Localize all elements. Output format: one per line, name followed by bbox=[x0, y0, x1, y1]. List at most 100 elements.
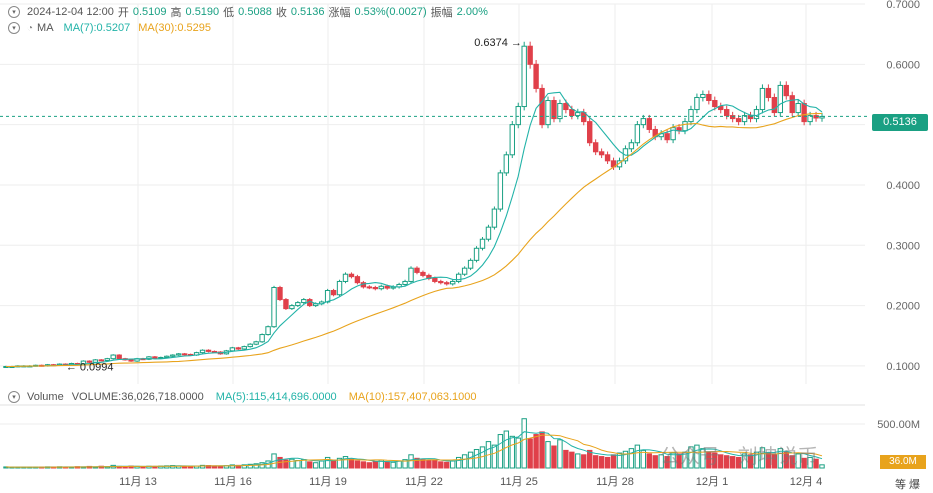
candle-body bbox=[563, 103, 569, 111]
volume-bar bbox=[229, 464, 236, 469]
open-value: 0.5109 bbox=[132, 6, 167, 18]
change-label: 涨幅 bbox=[328, 7, 351, 19]
volume-bar bbox=[283, 459, 289, 469]
candle-body bbox=[777, 84, 784, 114]
candle-body bbox=[467, 259, 474, 269]
volume-bar bbox=[372, 460, 378, 469]
volume-bar bbox=[199, 464, 206, 469]
x-tick-label: 11月 16 bbox=[214, 476, 252, 488]
volume-bar bbox=[676, 453, 682, 469]
y-tick-label: 0.1000 bbox=[886, 361, 920, 373]
low-annotation: ← 0.0994 bbox=[66, 361, 114, 373]
volume-bar bbox=[598, 456, 605, 469]
candle-body bbox=[539, 87, 545, 126]
candle-body bbox=[801, 103, 807, 123]
candle-body bbox=[592, 142, 599, 153]
volume-bar bbox=[640, 449, 647, 469]
candle-body bbox=[479, 238, 486, 249]
volume-bar bbox=[628, 448, 635, 469]
volume-bar bbox=[467, 451, 474, 469]
high-label: 高 bbox=[170, 7, 182, 19]
candle-body bbox=[718, 106, 724, 111]
candle-body bbox=[569, 109, 575, 117]
volume-bar bbox=[712, 452, 718, 469]
candle-body bbox=[628, 142, 635, 150]
y-tick-label: 0.7000 bbox=[886, 0, 920, 11]
volume-ma10-line bbox=[5, 434, 823, 468]
collapse-toggle-icon[interactable]: ▾ bbox=[8, 391, 20, 403]
volume-bar bbox=[295, 460, 301, 469]
volume-bar bbox=[491, 444, 498, 469]
bottom-icons: 等 爆 bbox=[895, 479, 921, 491]
volume-label[interactable]: Volume bbox=[27, 391, 64, 403]
volume-badge: 36.0M bbox=[880, 455, 926, 469]
volume-bar bbox=[777, 448, 784, 469]
volume-ma10-value: MA(10):157,407,063.1000 bbox=[348, 391, 477, 403]
close-label: 收 bbox=[275, 7, 287, 19]
candle-body bbox=[384, 285, 390, 289]
volume-bar bbox=[741, 453, 748, 469]
volume-bar bbox=[765, 452, 772, 469]
bell-icon[interactable]: ◔ bbox=[27, 22, 34, 34]
candle-body bbox=[110, 354, 116, 360]
high-value: 0.5190 bbox=[185, 6, 220, 18]
volume-bar bbox=[604, 456, 611, 469]
volume-bar bbox=[313, 462, 319, 469]
candle-body bbox=[581, 112, 587, 123]
volume-bars bbox=[3, 418, 825, 469]
candle-body bbox=[301, 299, 307, 304]
candle-body bbox=[765, 87, 772, 98]
watermark: 公众号 · 刘坤说币 bbox=[660, 446, 818, 468]
volume-value: VOLUME:36,026,718.0000 bbox=[71, 391, 204, 403]
candle-body bbox=[783, 84, 789, 97]
volume-bar bbox=[563, 449, 569, 469]
collapse-toggle-icon[interactable]: ▾ bbox=[8, 22, 20, 34]
volume-bar bbox=[354, 460, 361, 469]
candles bbox=[3, 41, 825, 369]
ma-lines bbox=[6, 91, 823, 368]
candle-body bbox=[682, 121, 688, 132]
y-tick-label: 0.3000 bbox=[886, 240, 920, 252]
candle-body bbox=[640, 118, 647, 126]
volume-bar bbox=[634, 444, 641, 469]
candle-body bbox=[634, 124, 641, 144]
volume-bar bbox=[330, 459, 337, 469]
candle-body bbox=[729, 115, 736, 120]
open-label: 开 bbox=[117, 7, 129, 19]
volume-bar bbox=[646, 453, 652, 469]
amplitude-value: 2.00% bbox=[456, 6, 488, 18]
candle-body bbox=[265, 326, 271, 336]
candle-body bbox=[247, 343, 253, 348]
candle-body bbox=[170, 354, 176, 357]
candle-body bbox=[152, 356, 158, 359]
volume-bar bbox=[438, 461, 444, 469]
candle-body bbox=[277, 286, 283, 301]
volume-bar bbox=[569, 451, 575, 469]
ma7-line bbox=[6, 91, 823, 368]
volume-header: ▾ Volume VOLUME:36,026,718.0000 MA(5):11… bbox=[8, 391, 477, 403]
volume-bar bbox=[527, 438, 533, 469]
header-datetime: 2024-12-04 12:00 bbox=[27, 6, 114, 18]
collapse-toggle-icon[interactable]: ▾ bbox=[8, 6, 20, 18]
candle-body bbox=[670, 127, 676, 141]
candle-body bbox=[503, 154, 510, 174]
volume-bar bbox=[688, 446, 694, 469]
x-tick-label: 11月 19 bbox=[309, 476, 347, 488]
candle-body bbox=[354, 276, 361, 284]
volume-bar bbox=[402, 459, 408, 469]
annotations: 0.6374 → ← 0.0994 bbox=[0, 37, 870, 373]
volume-bar bbox=[592, 455, 599, 469]
candle-body bbox=[253, 341, 259, 345]
change-value: 0.53%(0.0027) bbox=[354, 6, 427, 18]
candle-body bbox=[521, 45, 527, 108]
candle-body bbox=[688, 109, 694, 123]
volume-bar bbox=[521, 418, 527, 469]
candle-body bbox=[283, 299, 289, 310]
candle-body bbox=[545, 100, 551, 126]
candle-body bbox=[324, 290, 331, 303]
candle-body bbox=[336, 280, 343, 296]
candle-body bbox=[271, 286, 277, 328]
ma-label[interactable]: MA bbox=[37, 22, 54, 34]
volume-bar bbox=[735, 456, 742, 469]
